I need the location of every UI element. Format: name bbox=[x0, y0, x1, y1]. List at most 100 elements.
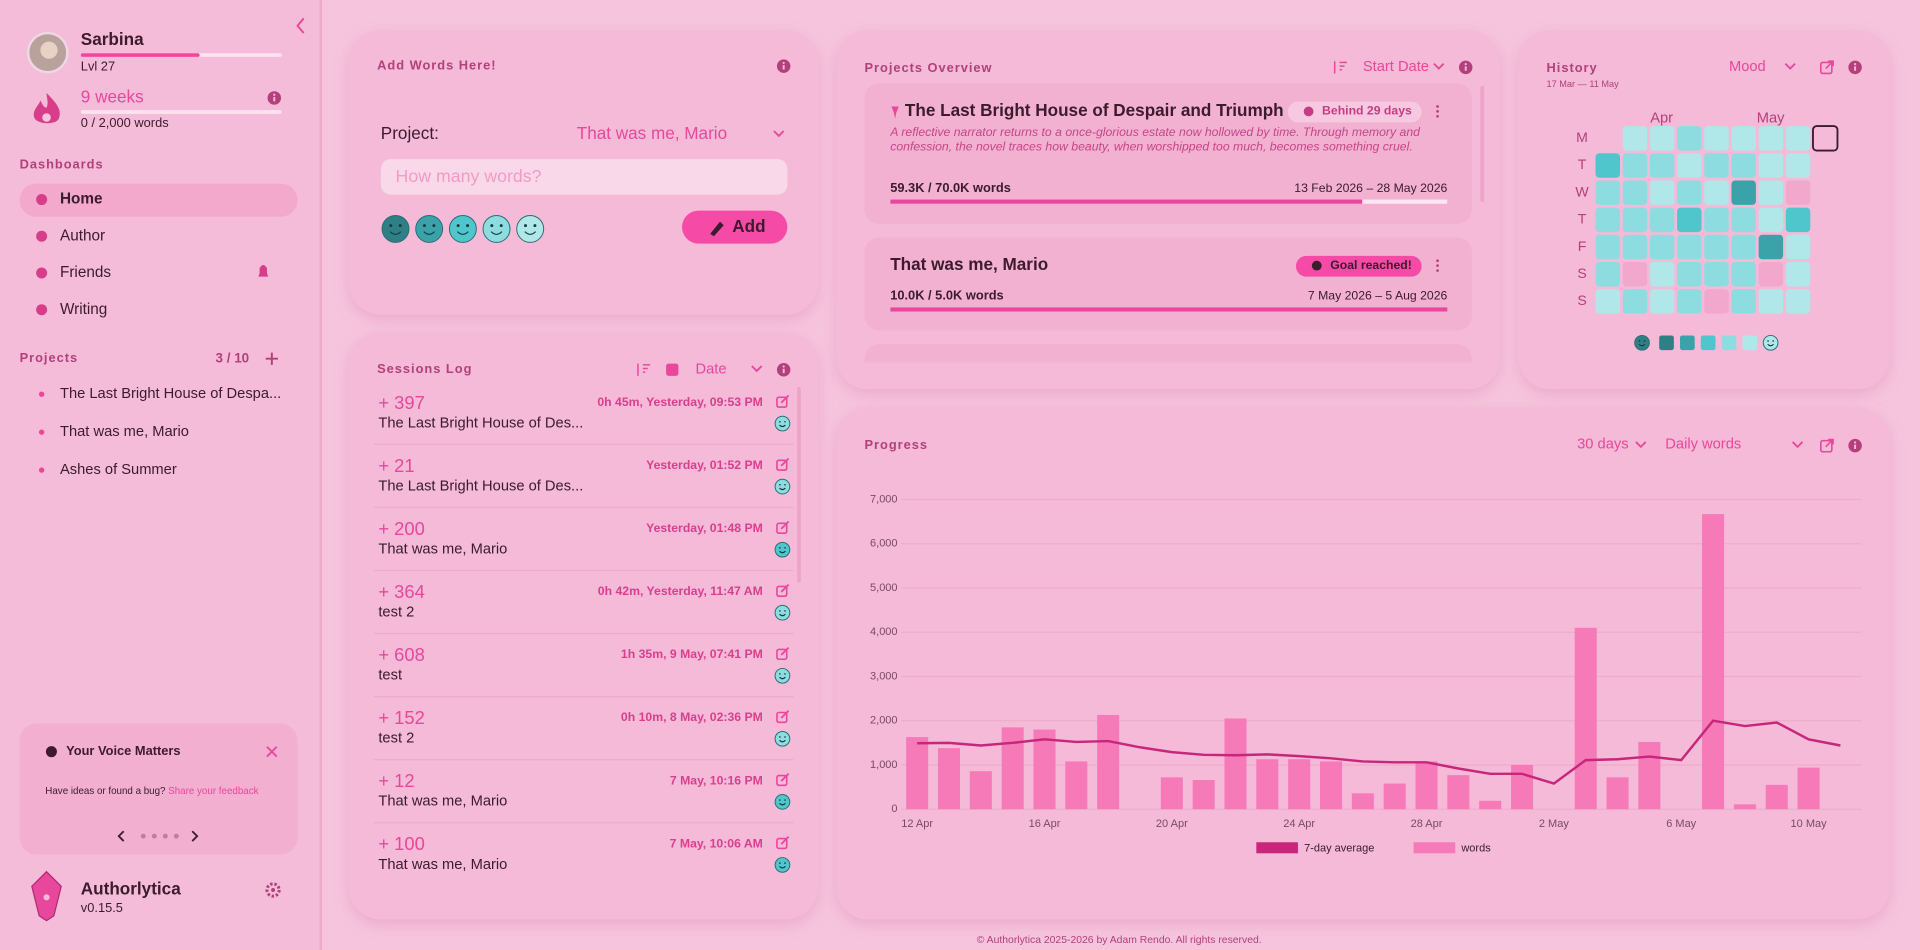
face-shape bbox=[774, 415, 791, 432]
legend-swatch bbox=[1413, 842, 1456, 854]
mood-cell bbox=[1758, 153, 1784, 178]
card-title: Add Words Here! bbox=[377, 57, 496, 72]
mood-cell bbox=[1622, 289, 1648, 314]
add-button[interactable] bbox=[682, 210, 788, 244]
project-bullet bbox=[38, 391, 45, 397]
info-icon[interactable] bbox=[1848, 438, 1862, 453]
sort-icon[interactable] bbox=[1333, 61, 1347, 74]
mood-face bbox=[482, 214, 511, 243]
add-project[interactable] bbox=[265, 352, 278, 365]
day-label: M bbox=[1576, 129, 1588, 145]
face-shape bbox=[1634, 334, 1650, 351]
nav-item[interactable]: Friends bbox=[60, 264, 111, 281]
share-icon[interactable] bbox=[1820, 438, 1834, 453]
menu-icon[interactable] bbox=[1436, 105, 1439, 118]
feedback-text: Have ideas or found a bug? Share your fe… bbox=[45, 785, 258, 796]
icon-shape bbox=[1436, 114, 1439, 118]
project-title[interactable]: The Last Bright House of Despair and Tri… bbox=[905, 100, 1284, 120]
section-title: Projects bbox=[20, 350, 79, 365]
mood-cell bbox=[1731, 153, 1756, 178]
bar bbox=[1511, 764, 1534, 810]
nav-icon bbox=[36, 267, 48, 279]
metric-select[interactable]: Daily words bbox=[1665, 436, 1741, 452]
edit-icon[interactable] bbox=[776, 457, 790, 471]
edit-icon[interactable] bbox=[776, 773, 790, 787]
project-title[interactable]: That was me, Mario bbox=[890, 254, 1048, 274]
icon-shape bbox=[1825, 438, 1834, 448]
bar bbox=[906, 737, 929, 810]
icon-shape bbox=[1854, 66, 1857, 71]
sort-select[interactable]: Date bbox=[696, 362, 727, 378]
feedback-title: Your Voice Matters bbox=[66, 743, 180, 758]
info-icon[interactable] bbox=[1848, 60, 1862, 75]
info-icon[interactable] bbox=[776, 59, 791, 73]
icon-shape bbox=[776, 837, 788, 850]
bar bbox=[1160, 777, 1183, 810]
face-mouth bbox=[779, 613, 786, 617]
edit-icon[interactable] bbox=[776, 710, 790, 724]
feedback-link[interactable]: Share your feedback bbox=[168, 785, 258, 796]
nav-item[interactable]: Home bbox=[60, 191, 103, 208]
project-link[interactable]: That was me, Mario bbox=[60, 424, 189, 440]
nav-item[interactable]: Writing bbox=[60, 301, 107, 318]
mood-cell bbox=[1704, 180, 1729, 205]
nav-item[interactable]: Author bbox=[60, 227, 105, 244]
menu-icon[interactable] bbox=[1436, 259, 1439, 272]
mood-cell bbox=[1677, 289, 1702, 314]
x-tick-label: 28 Apr bbox=[1411, 818, 1443, 830]
pager-dot bbox=[151, 833, 157, 839]
logo-hole bbox=[43, 894, 50, 901]
project-link[interactable]: Ashes of Summer bbox=[60, 462, 177, 478]
feedback-card bbox=[19, 723, 298, 855]
edit-icon[interactable] bbox=[776, 646, 790, 661]
range-select[interactable]: 30 days bbox=[1577, 436, 1628, 452]
project-select[interactable]: That was me, Mario bbox=[577, 123, 727, 143]
words-input[interactable] bbox=[380, 159, 788, 195]
close-button[interactable] bbox=[266, 746, 278, 758]
edit-icon[interactable] bbox=[776, 394, 790, 408]
face-eye bbox=[490, 224, 494, 228]
edit-icon[interactable] bbox=[776, 583, 790, 597]
edit-icon[interactable] bbox=[776, 520, 790, 534]
collapse-button[interactable] bbox=[296, 17, 305, 34]
mood-face bbox=[381, 214, 410, 243]
app-version: v0.15.5 bbox=[81, 900, 123, 915]
mood-cell bbox=[1758, 180, 1784, 205]
project-link[interactable]: The Last Bright House of Despa... bbox=[60, 386, 281, 402]
streak-track bbox=[80, 110, 282, 114]
face-shape bbox=[1762, 334, 1779, 351]
mood-cell bbox=[1622, 234, 1648, 260]
bar bbox=[1606, 777, 1629, 810]
edit-icon[interactable] bbox=[776, 836, 790, 850]
add-button-label[interactable]: Add bbox=[732, 216, 765, 236]
mood-face bbox=[774, 794, 791, 810]
info-icon[interactable] bbox=[267, 91, 282, 105]
info-icon[interactable] bbox=[776, 362, 791, 377]
projects-count: 3 / 10 bbox=[216, 350, 250, 365]
scrollbar bbox=[797, 386, 801, 583]
project-card bbox=[864, 237, 1472, 331]
metric-select[interactable]: Mood bbox=[1729, 59, 1766, 75]
pen-icon bbox=[710, 221, 724, 237]
share-icon[interactable] bbox=[1820, 60, 1834, 75]
sort-select[interactable]: Start Date bbox=[1363, 59, 1429, 75]
settings-button[interactable] bbox=[265, 882, 281, 898]
prev-button[interactable] bbox=[117, 830, 125, 842]
info-icon[interactable] bbox=[1458, 60, 1473, 75]
next-button[interactable] bbox=[191, 830, 199, 842]
y-tick-label: 7,000 bbox=[870, 493, 898, 505]
history-range: 17 Mar — 11 May bbox=[1547, 79, 1620, 89]
session-amount: + 21 bbox=[378, 455, 414, 476]
icon-shape bbox=[1436, 110, 1439, 113]
face-eye bbox=[784, 420, 786, 423]
icon-shape bbox=[1820, 61, 1833, 75]
session-meta: Yesterday, 01:52 PM bbox=[646, 458, 763, 472]
mood-face bbox=[1634, 334, 1650, 351]
sort-icon[interactable] bbox=[637, 363, 651, 376]
mood-cell bbox=[1595, 153, 1620, 178]
icon-shape bbox=[776, 522, 788, 534]
checkbox[interactable] bbox=[666, 363, 679, 376]
progress-bar bbox=[890, 199, 1448, 204]
project-dates: 13 Feb 2026 – 28 May 2026 bbox=[1294, 181, 1447, 195]
